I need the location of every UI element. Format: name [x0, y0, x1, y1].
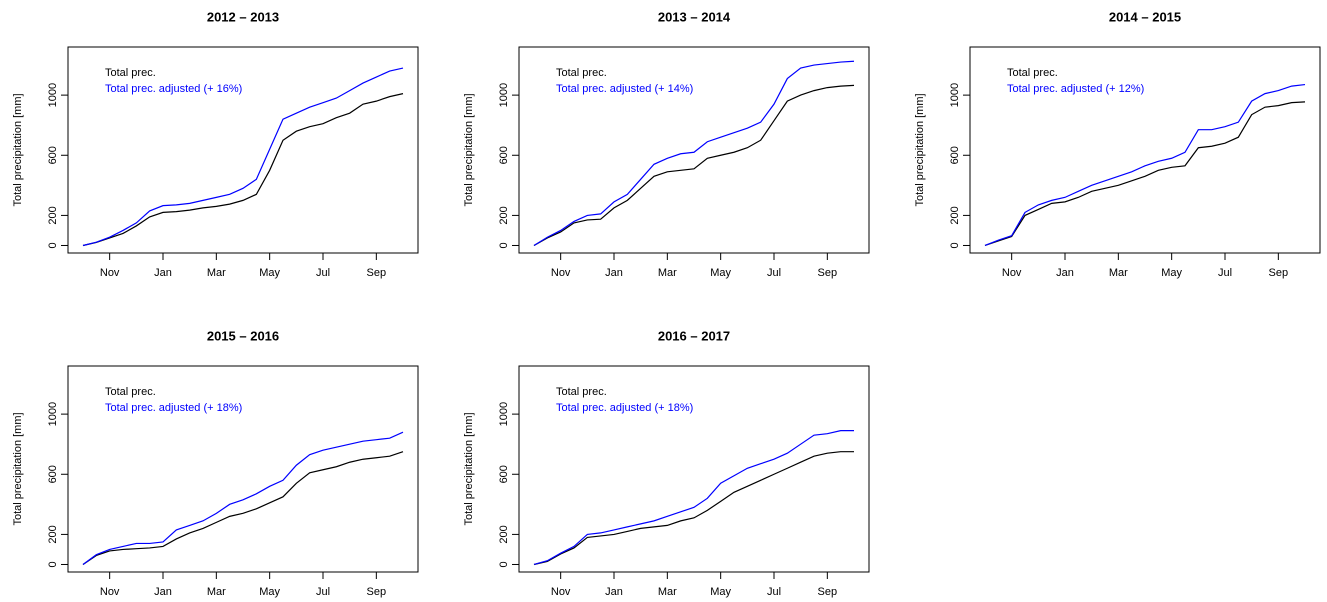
x-tick-label: Sep — [1269, 267, 1289, 279]
x-tick-label: Mar — [658, 586, 677, 598]
legend-label: Total prec. — [556, 67, 607, 79]
panel-title: 2012 – 2013 — [207, 9, 279, 24]
panel-title: 2014 – 2015 — [1109, 9, 1181, 24]
data-line — [533, 60, 855, 246]
x-tick-label: Sep — [818, 586, 838, 598]
x-tick-label: Jul — [1218, 267, 1232, 279]
x-tick-label: Mar — [207, 586, 226, 598]
x-tick-label: Jan — [605, 586, 623, 598]
x-tick-label: Jan — [154, 267, 172, 279]
panel-title: 2016 – 2017 — [658, 328, 730, 343]
plot-box — [518, 46, 870, 254]
x-tick-label: Jan — [1056, 267, 1074, 279]
panel-title: 2013 – 2014 — [658, 9, 731, 24]
x-tick-label: May — [259, 267, 280, 279]
legend-label: Total prec. adjusted (+ 18%) — [105, 402, 242, 414]
x-tick-label: May — [710, 586, 731, 598]
legend-label: Total prec. adjusted (+ 16%) — [105, 83, 242, 95]
x-tick-label: Nov — [551, 586, 571, 598]
data-line — [984, 83, 1306, 247]
y-tick-label: 0 — [949, 242, 961, 248]
plot-box — [67, 365, 419, 573]
legend-label: Total prec. adjusted (+ 14%) — [556, 83, 693, 95]
y-axis-label: Total precipitation [mm] — [914, 93, 926, 206]
y-tick-label: 200 — [498, 206, 510, 224]
x-tick-label: Jul — [316, 267, 330, 279]
legend-label: Total prec. adjusted (+ 18%) — [556, 402, 693, 414]
panel-title: 2015 – 2016 — [207, 328, 279, 343]
data-line — [82, 67, 404, 247]
x-tick-label: Nov — [551, 267, 571, 279]
y-tick-label: 600 — [47, 465, 59, 483]
y-axis-label: Total precipitation [mm] — [463, 412, 475, 525]
y-tick-label: 600 — [498, 146, 510, 164]
x-tick-label: Nov — [100, 267, 120, 279]
y-tick-label: 1000 — [949, 83, 961, 107]
y-tick-label: 1000 — [47, 83, 59, 107]
legend-label: Total prec. adjusted (+ 12%) — [1007, 83, 1144, 95]
legend-label: Total prec. — [105, 67, 156, 79]
x-tick-label: Mar — [1109, 267, 1128, 279]
x-tick-label: Jul — [767, 267, 781, 279]
y-tick-label: 1000 — [498, 83, 510, 107]
y-tick-label: 0 — [498, 561, 510, 567]
y-tick-label: 200 — [47, 525, 59, 543]
y-tick-label: 200 — [47, 206, 59, 224]
x-tick-label: Jul — [316, 586, 330, 598]
data-line — [82, 431, 404, 565]
x-tick-label: Mar — [658, 267, 677, 279]
y-tick-label: 1000 — [47, 402, 59, 426]
x-tick-label: Mar — [207, 267, 226, 279]
x-tick-label: May — [259, 586, 280, 598]
x-tick-label: Sep — [818, 267, 838, 279]
legend-label: Total prec. — [556, 386, 607, 398]
x-tick-label: Jan — [154, 586, 172, 598]
data-line — [82, 451, 404, 565]
x-tick-label: Jan — [605, 267, 623, 279]
y-tick-label: 1000 — [498, 402, 510, 426]
y-tick-label: 0 — [498, 242, 510, 248]
y-tick-label: 0 — [47, 242, 59, 248]
x-tick-label: May — [710, 267, 731, 279]
legend-label: Total prec. — [1007, 67, 1058, 79]
x-tick-label: Sep — [367, 267, 387, 279]
y-axis-label: Total precipitation [mm] — [463, 93, 475, 206]
y-tick-label: 600 — [498, 465, 510, 483]
data-line — [533, 84, 855, 247]
y-axis-label: Total precipitation [mm] — [12, 93, 24, 206]
legend-label: Total prec. — [105, 386, 156, 398]
x-tick-label: May — [1161, 267, 1182, 279]
x-tick-label: Nov — [100, 586, 120, 598]
y-tick-label: 200 — [498, 525, 510, 543]
data-line — [82, 93, 404, 247]
plot-box — [518, 365, 870, 573]
plot-box — [969, 46, 1321, 254]
x-tick-label: Nov — [1002, 267, 1022, 279]
data-line — [533, 451, 854, 566]
y-tick-label: 600 — [949, 146, 961, 164]
data-line — [533, 430, 854, 566]
y-tick-label: 200 — [949, 206, 961, 224]
data-line — [984, 101, 1306, 247]
plot-box — [67, 46, 419, 254]
x-tick-label: Jul — [767, 586, 781, 598]
x-tick-label: Sep — [367, 586, 387, 598]
y-axis-label: Total precipitation [mm] — [12, 412, 24, 525]
y-tick-label: 600 — [47, 146, 59, 164]
y-tick-label: 0 — [47, 561, 59, 567]
